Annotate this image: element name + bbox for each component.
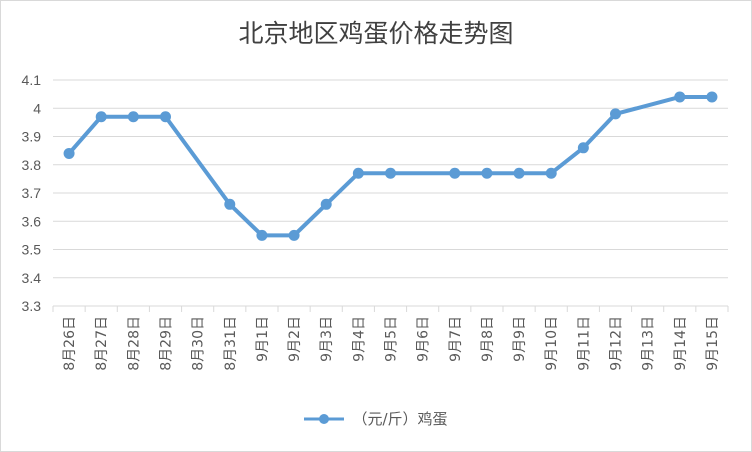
data-point bbox=[577, 142, 589, 154]
y-tick-label: 3.5 bbox=[22, 242, 42, 258]
x-tick-label: 8月27日 bbox=[94, 316, 110, 371]
legend: （元/斤）鸡蛋 bbox=[0, 408, 752, 429]
x-tick-label: 8月26日 bbox=[62, 316, 78, 371]
y-tick-label: 3.9 bbox=[22, 129, 42, 145]
x-tick-label: 9月8日 bbox=[480, 316, 496, 362]
legend-line-marker bbox=[304, 413, 345, 424]
data-point bbox=[160, 111, 171, 123]
data-point bbox=[610, 108, 621, 120]
x-tick-label: 8月31日 bbox=[223, 316, 239, 371]
y-tick-label: 3.3 bbox=[22, 298, 42, 314]
data-point bbox=[706, 91, 718, 103]
data-point bbox=[320, 198, 332, 210]
data-point bbox=[63, 147, 75, 159]
y-tick-label: 3.7 bbox=[22, 185, 42, 201]
x-tick-label: 9月15日 bbox=[705, 316, 721, 371]
x-tick-label: 9月4日 bbox=[351, 316, 367, 362]
x-tick-label: 9月1日 bbox=[255, 316, 271, 362]
data-point bbox=[127, 111, 139, 123]
chart-title: 北京地区鸡蛋价格走势图 bbox=[238, 19, 514, 48]
y-tick-label: 4 bbox=[33, 100, 41, 116]
legend-label: （元/斤）鸡蛋 bbox=[352, 410, 448, 428]
y-tick-label: 3.4 bbox=[22, 270, 42, 286]
data-point bbox=[545, 167, 557, 179]
data-point bbox=[385, 167, 396, 179]
data-point bbox=[288, 229, 300, 241]
data-point bbox=[449, 167, 461, 179]
data-point bbox=[513, 167, 525, 179]
data-point bbox=[95, 111, 107, 123]
x-tick-label: 8月29日 bbox=[159, 316, 175, 371]
data-point bbox=[352, 167, 364, 179]
data-point bbox=[224, 198, 236, 210]
x-tick-label: 9月6日 bbox=[416, 316, 432, 362]
y-tick-label: 3.8 bbox=[22, 157, 42, 173]
x-tick-label: 8月28日 bbox=[126, 316, 142, 371]
x-tick-label: 9月14日 bbox=[673, 316, 689, 371]
x-tick-label: 8月30日 bbox=[191, 316, 207, 371]
x-tick-label: 9月2日 bbox=[287, 316, 303, 362]
x-tick-label: 9月11日 bbox=[576, 316, 592, 371]
y-tick-label: 4.1 bbox=[22, 72, 42, 88]
data-point bbox=[481, 167, 493, 179]
x-tick-label: 9月10日 bbox=[544, 316, 560, 371]
data-point bbox=[674, 91, 686, 103]
y-tick-label: 3.6 bbox=[22, 213, 42, 229]
x-tick-label: 9月5日 bbox=[384, 316, 400, 362]
data-point bbox=[256, 229, 268, 241]
x-tick-label: 9月13日 bbox=[641, 316, 657, 371]
x-tick-label: 9月3日 bbox=[319, 316, 335, 362]
x-tick-label: 9月12日 bbox=[609, 316, 625, 371]
x-tick-label: 9月9日 bbox=[512, 316, 528, 362]
x-tick-label: 9月7日 bbox=[448, 316, 464, 362]
